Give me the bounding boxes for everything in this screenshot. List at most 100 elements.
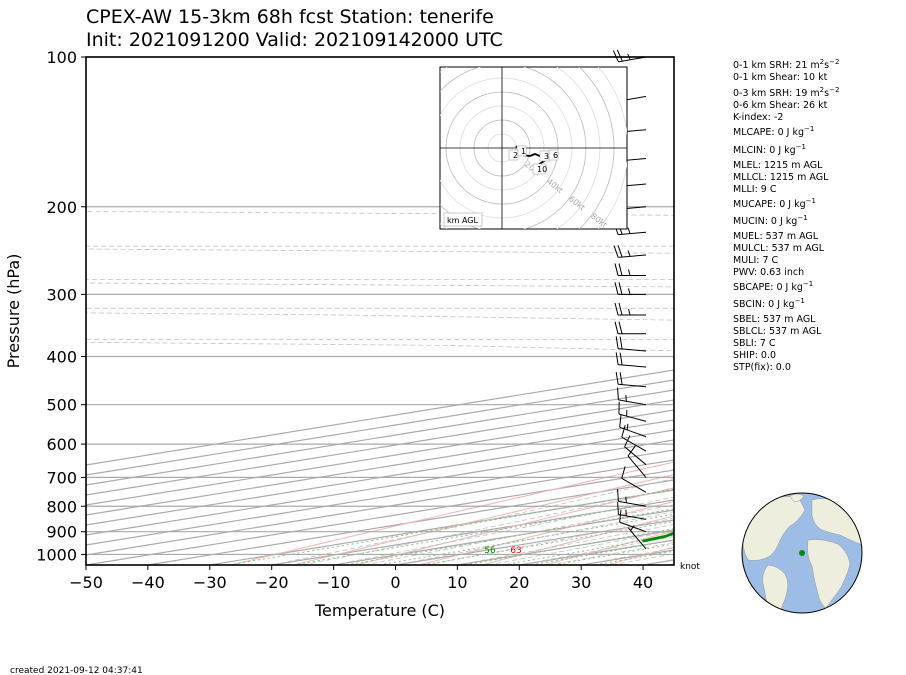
- wind-barb: [614, 302, 646, 316]
- wind-barb: [614, 321, 646, 335]
- index-line: MLEL: 1215 m AGL: [733, 160, 823, 171]
- index-line: SHIP: 0.0: [733, 350, 776, 361]
- moist-adiabat-line: [457, 524, 674, 565]
- hodograph-height-box: [508, 149, 519, 161]
- y-tick-label: 300: [46, 285, 77, 304]
- dewpoint-annotation: 56: [484, 546, 496, 556]
- isobar-lines: [86, 56, 674, 556]
- index-line: MULI: 7 C: [733, 255, 779, 266]
- wind-barb: [613, 245, 647, 258]
- y-tick-label: 600: [46, 435, 77, 454]
- mixing-ratio-line: [465, 528, 674, 565]
- y-axis-ticks: 100 200 300 400 500 600 700 800 900 1000: [36, 48, 86, 564]
- wind-barb: [621, 466, 647, 493]
- y-tick-label: 900: [46, 523, 77, 542]
- wind-barb: [617, 387, 647, 406]
- x-axis-label: Temperature (C): [314, 601, 445, 620]
- wind-barb: [627, 445, 647, 478]
- created-timestamp: created 2021-09-12 04:37:41: [10, 666, 143, 675]
- location-globe: [741, 492, 863, 614]
- chart-title-line1: CPEX-AW 15-3km 68h fcst Station: tenerif…: [86, 6, 494, 28]
- wind-unit-label: knot: [680, 562, 700, 572]
- wind-barb: [617, 489, 647, 507]
- y-tick-label: 800: [46, 497, 77, 516]
- y-tick-label: 200: [46, 198, 77, 217]
- wind-barb: [627, 525, 647, 550]
- y-tick-label: 500: [46, 396, 77, 415]
- dry-adiabat-line: [293, 474, 674, 565]
- hodograph-height-box: [548, 149, 559, 161]
- isotherm-line: [86, 429, 674, 526]
- isotherm-line: [86, 419, 674, 516]
- moist-adiabat-line: [488, 530, 674, 565]
- moist-adiabat-line: [86, 339, 674, 565]
- index-line: SBLCL: 537 m AGL: [733, 326, 822, 337]
- wind-barb: [614, 282, 646, 295]
- index-line: MLCAPE: 0 J kg−1: [733, 125, 814, 138]
- index-line: MLCIN: 0 J kg−1: [733, 143, 806, 156]
- mixing-ratio-line: [553, 543, 674, 565]
- index-line: MUEL: 537 m AGL: [733, 231, 819, 242]
- index-line: STP(fix): 0.0: [733, 362, 791, 373]
- index-line: SBCIN: 0 J kg−1: [733, 297, 805, 310]
- mixing-ratio-line: [346, 508, 674, 565]
- x-tick-label: 20: [509, 573, 529, 592]
- station-marker: [799, 550, 805, 556]
- hodograph-height-label: 1: [521, 147, 526, 156]
- index-line: MLLCL: 1215 m AGL: [733, 172, 829, 183]
- y-axis-label: Pressure (hPa): [4, 254, 23, 369]
- wind-barb: [614, 263, 646, 277]
- background-lines: [86, 57, 906, 565]
- moist-adiabat-line: [426, 517, 674, 565]
- isotherm-line: [147, 479, 674, 565]
- wind-barb: [624, 435, 647, 466]
- isotherm-line: [86, 449, 674, 546]
- wind-barb: [621, 425, 647, 452]
- plot-frame: [85, 56, 675, 566]
- isotherm-line: [86, 469, 674, 565]
- isotherm-line: [86, 439, 674, 536]
- dry-adiabat-line: [230, 461, 674, 565]
- indices-panel: 0-1 km SRH: 21 m2s−20-1 km Shear: 10 kt 0…: [733, 58, 839, 373]
- wind-barb: [618, 401, 647, 422]
- y-tick-label: 100: [46, 48, 77, 67]
- x-tick-label: −30: [193, 573, 227, 592]
- x-tick-label: 30: [571, 573, 591, 592]
- mixing-ratio-line: [531, 539, 674, 565]
- x-tick-label: 40: [633, 573, 653, 592]
- x-tick-label: −20: [255, 573, 289, 592]
- index-line: MUCIN: 0 J kg−1: [733, 214, 808, 227]
- hodograph-height-label: 3: [544, 152, 549, 161]
- hodograph-legend-box: [443, 212, 483, 227]
- wind-barb: [615, 336, 647, 352]
- dry-adiabat-line: [796, 57, 906, 565]
- wind-barb: [615, 352, 647, 368]
- x-tick-label: −50: [69, 573, 103, 592]
- mixing-ratio-line: [503, 534, 674, 565]
- mixing-ratio-line: [293, 499, 674, 565]
- dry-adiabat-line: [481, 515, 674, 565]
- index-line: SBEL: 537 m AGL: [733, 314, 816, 325]
- y-tick-label: 700: [46, 468, 77, 487]
- y-tick-label: 400: [46, 348, 77, 367]
- isotherm-line: [86, 389, 674, 486]
- isotherm-line: [86, 399, 674, 496]
- index-line: MUCAPE: 0 J kg−1: [733, 197, 816, 210]
- dry-adiabat-line: [356, 487, 674, 565]
- isotherm-line: [86, 459, 674, 556]
- x-tick-label: −10: [317, 573, 351, 592]
- hodograph-height-label: 10: [537, 165, 547, 174]
- index-line: 0-3 km SRH: 19 m2s−2: [733, 86, 839, 99]
- temperature-annotation: 63: [510, 546, 521, 556]
- index-line: 0-1 km SRH: 21 m2s−2: [733, 58, 839, 71]
- index-line: MLLI: 9 C: [733, 184, 777, 195]
- dry-adiabat-line: [419, 501, 674, 565]
- index-line: 0-1 km Shear: 10 kt: [733, 72, 828, 83]
- index-line: 0-6 km Shear: 26 kt: [733, 100, 828, 111]
- mixing-ratio-line: [422, 521, 674, 565]
- wind-barb: [615, 371, 647, 388]
- y-tick-label: 1000: [36, 545, 77, 564]
- x-axis-ticks: −50 −40 −30 −20 −10 0 10 20 30 40: [69, 565, 653, 592]
